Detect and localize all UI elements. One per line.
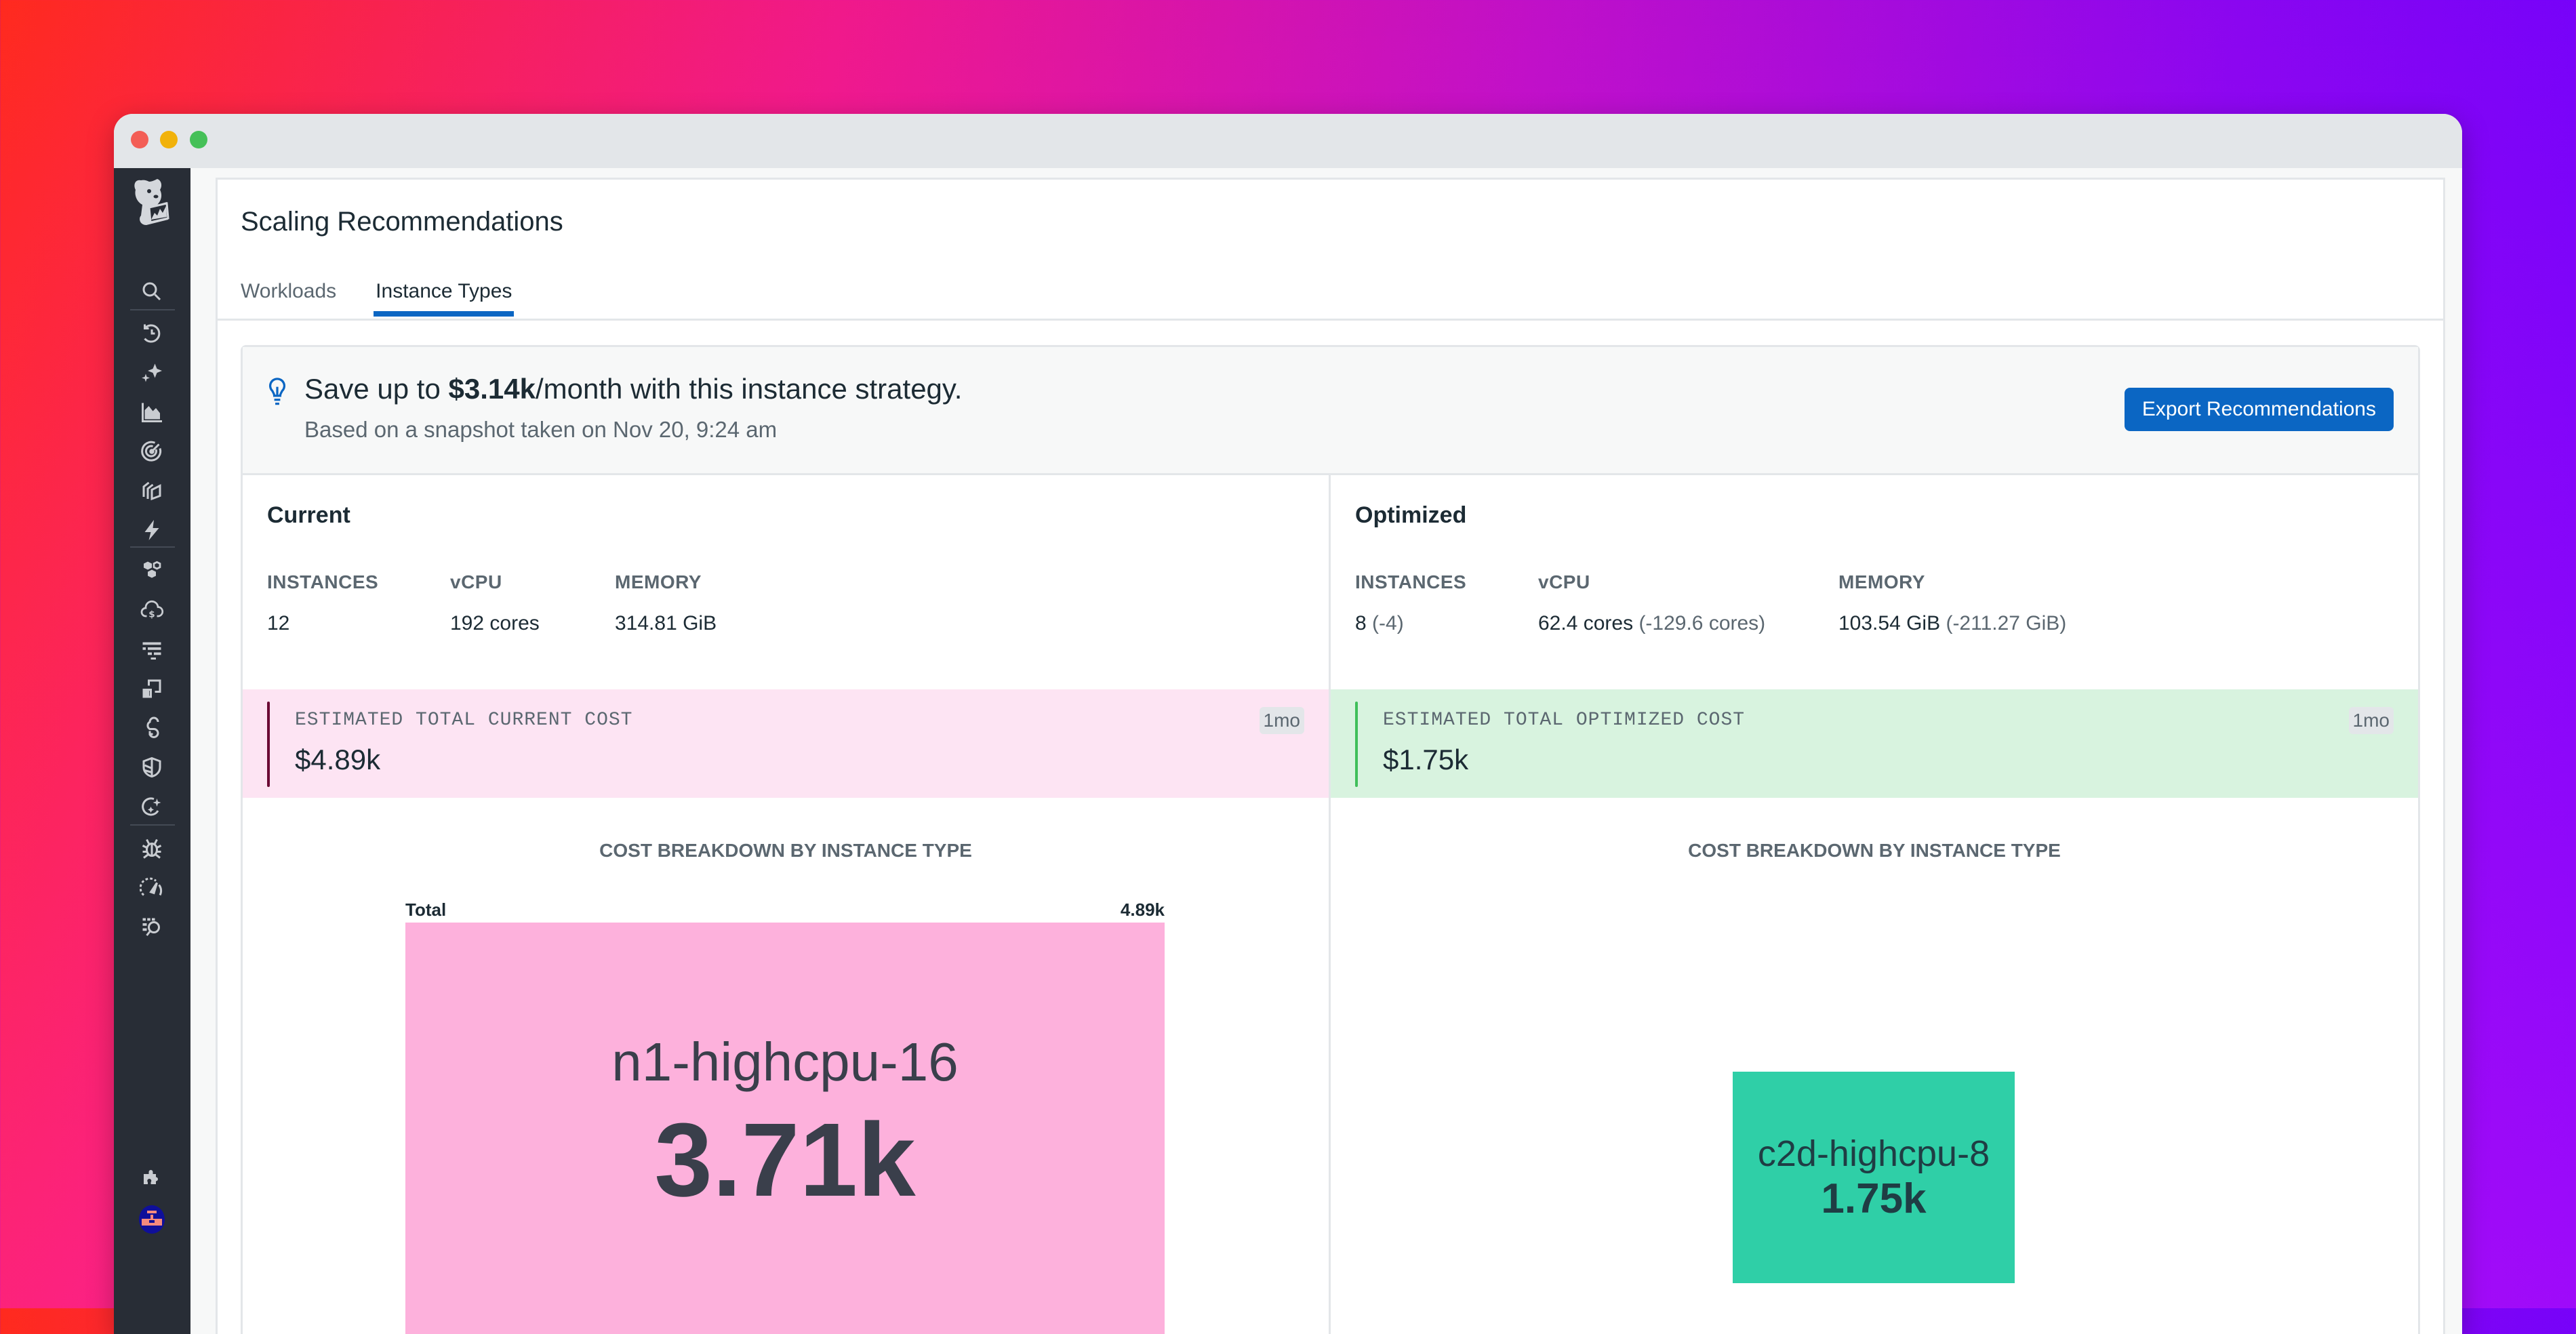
treemap-total-value: 4.89k [1120, 900, 1165, 920]
instance-strategy-panel: Save up to $3.14k/month with this instan… [241, 345, 2420, 1334]
savings-prefix: Save up to [304, 373, 449, 405]
treemap-cell-value: 1.75k [1821, 1175, 1927, 1222]
savings-amount: $3.14k [448, 373, 536, 405]
cubes-icon[interactable] [134, 476, 169, 506]
metric-label: INSTANCES [1355, 571, 1467, 592]
current-instances-metric: INSTANCES 12 [267, 571, 378, 635]
treemap-cell-c2d-highcpu-8[interactable]: c2d-highcpu-8 1.75k [1733, 1072, 2015, 1283]
puzzle-icon[interactable] [134, 1163, 169, 1193]
window-maximize-button[interactable] [190, 131, 207, 148]
nav-divider [130, 824, 175, 826]
main-content: Scaling Recommendations Workloads Instan… [190, 168, 2462, 1334]
nav-divider [130, 546, 175, 548]
metric-label: vCPU [1538, 571, 1590, 592]
treemap-cell-n1-highcpu-16[interactable]: n1-highcpu-16 3.71k [405, 923, 1165, 1334]
optimized-instances-metric: INSTANCES 8 (-4) [1355, 571, 1466, 635]
current-vcpu-metric: vCPU 192 cores [450, 571, 540, 635]
optimized-chart-title: COST BREAKDOWN BY INSTANCE TYPE [1688, 840, 2061, 861]
optimized-cost-accent-bar [1355, 702, 1358, 787]
treemap-cell-name: n1-highcpu-16 [611, 1032, 959, 1092]
tab-bar: Workloads Instance Types [241, 280, 551, 317]
metric-label: vCPU [450, 571, 502, 592]
optimized-column: Optimized INSTANCES 8 (-4) vCPU 62.4 cor… [1331, 475, 2418, 1334]
treemap-total-header: Total 4.89k [405, 900, 1165, 921]
search-icon[interactable] [134, 277, 169, 306]
sparkle-icon[interactable] [134, 358, 169, 388]
metric-value: 8 (-4) [1355, 612, 1404, 634]
optimized-vcpu-metric: vCPU 62.4 cores (-129.6 cores) [1538, 571, 1765, 635]
recommendations-card: Scaling Recommendations Workloads Instan… [216, 178, 2445, 1334]
optimized-memory-metric: MEMORY 103.54 GiB (-211.27 GiB) [1838, 571, 2066, 635]
current-column: Current INSTANCES 12 vCPU 192 cores MEMO… [243, 475, 1331, 1334]
history-icon[interactable] [134, 319, 169, 348]
period-badge: 1mo [2348, 707, 2394, 734]
savings-headline: Save up to $3.14k/month with this instan… [304, 373, 962, 405]
snapshot-timestamp: Based on a snapshot taken on Nov 20, 9:2… [304, 417, 778, 442]
period-badge: 1mo [1259, 707, 1304, 734]
replay-sparkle-icon[interactable] [134, 792, 169, 822]
treemap-cell-name: c2d-highcpu-8 [1757, 1133, 1990, 1174]
metric-value: 62.4 cores (-129.6 cores) [1538, 612, 1766, 634]
metric-value: 314.81 GiB [615, 612, 717, 634]
savings-suffix: /month with this instance strategy. [535, 373, 963, 405]
target-icon[interactable] [134, 437, 169, 466]
lightbulb-icon [269, 378, 285, 405]
page-title: Scaling Recommendations [241, 207, 563, 237]
tab-workloads[interactable]: Workloads [241, 280, 337, 302]
optimized-title: Optimized [1355, 502, 1467, 528]
hexagons-icon[interactable] [134, 556, 169, 586]
svg-text:$: $ [148, 609, 155, 620]
treemap-total-label: Total [405, 900, 447, 920]
metric-value: 103.54 GiB (-211.27 GiB) [1838, 612, 2067, 634]
app-window: $ [114, 114, 2462, 1334]
current-cost-banner: ESTIMATED TOTAL CURRENT COST $4.89k 1mo [243, 689, 1329, 798]
window-titlebar [114, 114, 2462, 168]
path-loop-icon[interactable] [134, 713, 169, 743]
metric-label: MEMORY [1838, 571, 1925, 592]
current-cost-accent-bar [267, 702, 270, 787]
export-recommendations-button[interactable]: Export Recommendations [2124, 388, 2394, 431]
cloud-dollar-icon[interactable]: $ [134, 595, 169, 625]
tab-divider [218, 319, 2443, 321]
window-minimize-button[interactable] [160, 131, 178, 148]
metric-label: INSTANCES [267, 571, 379, 592]
lightning-icon[interactable] [134, 515, 169, 545]
current-cost-label: ESTIMATED TOTAL CURRENT COST [295, 710, 633, 731]
optimized-cost-banner: ESTIMATED TOTAL OPTIMIZED COST $1.75k 1m… [1331, 689, 2418, 798]
nav-divider [130, 309, 175, 310]
current-memory-metric: MEMORY 314.81 GiB [615, 571, 717, 635]
gauge-icon[interactable] [134, 873, 169, 903]
squares-icon[interactable] [134, 674, 169, 704]
area-chart-icon[interactable] [134, 397, 169, 427]
optimized-cost-label: ESTIMATED TOTAL OPTIMIZED COST [1383, 710, 1746, 731]
current-title: Current [267, 502, 350, 528]
bug-icon[interactable] [134, 834, 169, 864]
metric-value: 192 cores [450, 612, 540, 634]
sidebar-nav: $ [114, 168, 190, 1334]
datadog-logo-icon[interactable] [129, 175, 176, 229]
current-chart-title: COST BREAKDOWN BY INSTANCE TYPE [599, 840, 972, 861]
list-search-icon[interactable] [134, 912, 169, 942]
shield-icon[interactable] [134, 752, 169, 782]
filter-funnel-icon[interactable] [134, 634, 169, 664]
window-close-button[interactable] [131, 131, 148, 148]
savings-insight: Save up to $3.14k/month with this instan… [243, 347, 2418, 475]
current-cost-value: $4.89k [295, 744, 381, 775]
metric-value: 12 [267, 612, 290, 634]
treemap-cell-value: 3.71k [654, 1101, 916, 1218]
optimized-cost-value: $1.75k [1383, 744, 1469, 775]
user-avatar[interactable] [139, 1205, 165, 1234]
tab-instance-types[interactable]: Instance Types [374, 280, 515, 317]
metric-label: MEMORY [615, 571, 702, 592]
